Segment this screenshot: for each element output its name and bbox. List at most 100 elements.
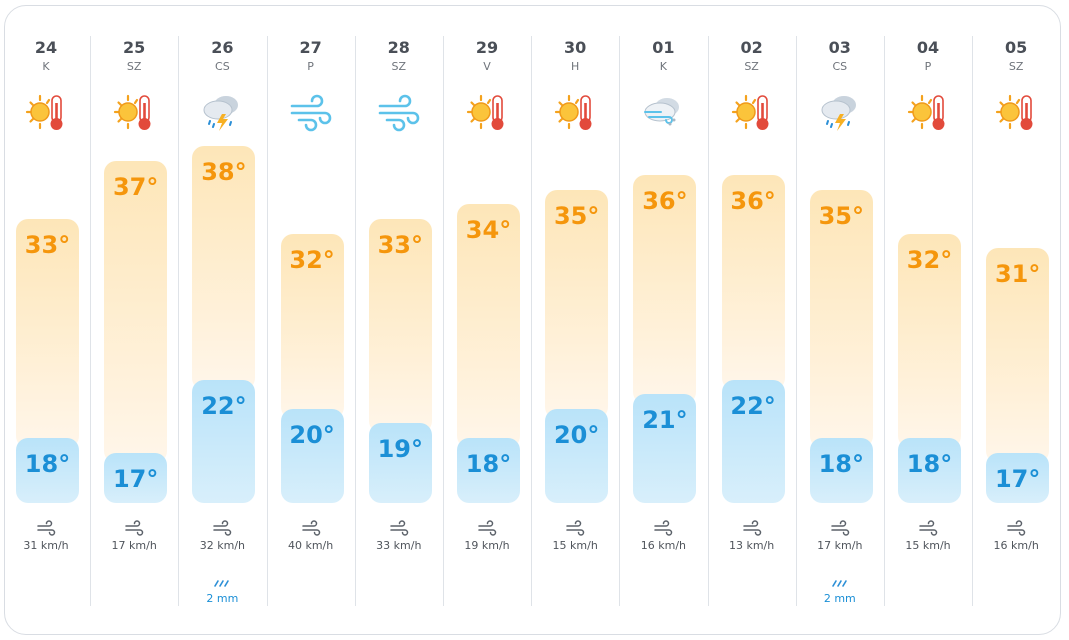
low-temp: 17° xyxy=(994,464,1041,493)
high-temp-bar: 33° xyxy=(16,219,79,448)
high-temp: 31° xyxy=(994,260,1041,289)
day-weekday: SZ xyxy=(744,60,759,73)
wind-speed: 15 km/h xyxy=(552,539,598,552)
sunny-hot-icon xyxy=(465,90,509,134)
day-column: 28 SZ 33° 19° 33 km/h xyxy=(355,0,443,640)
high-temp-bar: 32° xyxy=(280,233,344,419)
low-temp: 18° xyxy=(906,450,953,478)
day-weekday: CS xyxy=(832,60,848,73)
day-weekday: K xyxy=(42,60,50,73)
wind-icon xyxy=(477,520,497,536)
high-temp-bar: 35° xyxy=(809,189,873,448)
low-temp-bar: 18° xyxy=(457,438,520,503)
wind-icon xyxy=(389,520,409,536)
wind-speed: 16 km/h xyxy=(640,539,687,552)
high-temp: 37° xyxy=(112,172,159,201)
low-temp-bar: 18° xyxy=(16,438,79,503)
wind-speed: 33 km/h xyxy=(376,539,422,552)
low-temp: 21° xyxy=(642,406,688,435)
column-divider xyxy=(531,36,533,606)
day-date: 28 xyxy=(387,38,410,57)
day-column: 29 V 34° 18° 19 km/h xyxy=(443,0,531,640)
high-temp: 33° xyxy=(24,231,71,259)
column-divider xyxy=(619,36,621,606)
high-temp-bar: 31° xyxy=(986,248,1050,463)
day-date: 30 xyxy=(564,38,587,57)
high-temp-bar: 37° xyxy=(104,160,168,463)
wind-icon xyxy=(918,520,938,536)
low-temp-bar: 20° xyxy=(545,408,609,503)
day-column: 03 CS 35° 18° 17 km/h 2 mm xyxy=(796,0,884,640)
low-temp: 19° xyxy=(377,435,423,464)
high-temp: 32° xyxy=(289,245,335,274)
wind-speed: 17 km/h xyxy=(817,539,863,552)
sunny-hot-icon xyxy=(24,90,68,134)
sunny-hot-icon xyxy=(730,90,774,134)
wind-icon xyxy=(653,520,673,536)
sunny-hot-icon xyxy=(112,90,156,134)
wind-speed: 40 km/h xyxy=(287,539,334,552)
day-date: 29 xyxy=(475,38,499,57)
column-divider xyxy=(707,36,709,606)
day-column: 04 P 32° 18° 15 km/h xyxy=(884,0,972,640)
day-weekday: P xyxy=(307,60,314,73)
low-temp: 22° xyxy=(730,391,776,420)
thunderstorm-icon xyxy=(200,90,244,134)
sunny-hot-icon xyxy=(994,90,1038,134)
windy-icon xyxy=(377,90,421,134)
low-temp: 20° xyxy=(553,420,600,449)
wind-speed: 31 km/h xyxy=(23,539,69,552)
day-column: 24 K 33° 18° 31 km/h xyxy=(2,0,90,640)
high-temp: 35° xyxy=(553,201,600,230)
low-temp-bar: 19° xyxy=(368,423,432,503)
day-weekday: K xyxy=(659,60,667,73)
high-temp: 36° xyxy=(642,187,688,216)
wind-speed: 16 km/h xyxy=(993,539,1039,552)
column-divider xyxy=(90,36,92,606)
low-temp-bar: 20° xyxy=(280,408,344,503)
column-divider xyxy=(178,36,180,606)
day-column: 05 SZ 31° 17° 16 km/h xyxy=(972,0,1060,640)
low-temp-bar: 22° xyxy=(192,379,256,503)
wind-icon xyxy=(124,520,144,536)
day-date: 02 xyxy=(740,38,763,57)
windy-icon xyxy=(289,90,333,134)
high-temp: 34° xyxy=(465,216,512,245)
low-temp-bar: 17° xyxy=(104,452,168,503)
day-date: 26 xyxy=(211,38,234,57)
wind-speed: 15 km/h xyxy=(905,539,951,552)
high-temp-bar: 38° xyxy=(192,146,256,390)
high-temp-bar: 36° xyxy=(721,175,785,390)
day-column: 30 H 35° 20° 15 km/h xyxy=(531,0,619,640)
low-temp-bar: 18° xyxy=(809,438,873,503)
day-weekday: P xyxy=(924,60,932,73)
sunny-hot-icon xyxy=(553,90,597,134)
low-temp: 18° xyxy=(24,450,71,478)
column-divider xyxy=(795,36,797,606)
day-date: 05 xyxy=(1005,38,1028,57)
column-divider xyxy=(354,36,356,606)
column-divider xyxy=(972,36,974,606)
day-column: 01 K 36° 21° 16 km/h xyxy=(619,0,707,640)
wind-icon xyxy=(565,520,585,536)
low-temp: 22° xyxy=(201,391,247,420)
wind-speed: 13 km/h xyxy=(728,539,775,552)
day-date: 25 xyxy=(123,38,146,57)
cloudy-windy-icon xyxy=(641,90,685,134)
day-weekday: H xyxy=(571,60,580,73)
day-column: 26 CS 38° 22° 32 km/h 2 mm xyxy=(178,0,266,640)
wind-speed: 19 km/h xyxy=(464,539,510,552)
high-temp: 35° xyxy=(818,201,864,230)
wind-icon xyxy=(36,520,56,536)
day-weekday: V xyxy=(483,60,491,73)
day-date: 04 xyxy=(916,38,940,57)
high-temp-bar: 32° xyxy=(898,233,961,448)
wind-icon xyxy=(830,520,850,536)
rain-icon xyxy=(212,573,232,587)
day-weekday: SZ xyxy=(1008,60,1024,73)
wind-speed: 32 km/h xyxy=(199,539,246,552)
low-temp-bar: 18° xyxy=(898,438,961,503)
wind-icon xyxy=(212,520,232,536)
low-temp: 20° xyxy=(289,420,335,449)
wind-icon xyxy=(1006,520,1026,536)
